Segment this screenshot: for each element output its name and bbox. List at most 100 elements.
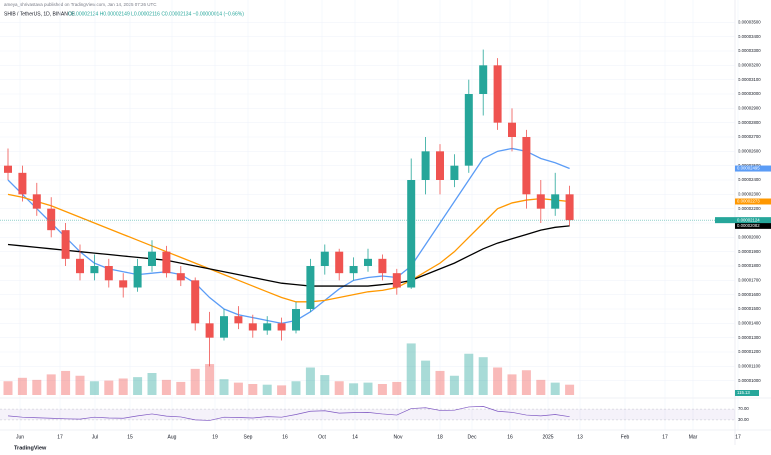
- volume-bar: [550, 382, 560, 395]
- volume-bar: [46, 374, 56, 395]
- candle-body: [162, 251, 171, 274]
- candle-body: [392, 273, 401, 288]
- candle-body: [565, 194, 574, 221]
- candle-body: [536, 194, 545, 209]
- candle-body: [522, 137, 531, 195]
- x-tick-label: Feb: [621, 434, 630, 440]
- volume-bar: [435, 370, 445, 395]
- volume-tag: 115.13: [737, 390, 750, 395]
- y-tick-label: 0.00002500: [738, 163, 761, 168]
- candle-body: [349, 266, 358, 274]
- x-tick-label: 19: [212, 434, 218, 440]
- ma-tag: 0.00002495: [737, 166, 760, 171]
- x-tick-label: Aug: [168, 434, 177, 440]
- y-tick-label: 0.00001600: [738, 292, 761, 297]
- candle-body: [407, 180, 416, 288]
- volume-bar: [464, 353, 474, 395]
- ohlc: O0.00002124 H0.00002149 L0.00002116 C0.0…: [68, 11, 244, 17]
- candle-body: [133, 266, 142, 288]
- y-tick-label: 0.00003100: [738, 77, 761, 82]
- symbol: SHIB / TetherUS, 1D, BINANCE: [4, 11, 75, 17]
- rsi-tick-label: 30.00: [738, 417, 749, 422]
- candle-body: [205, 323, 214, 338]
- y-tick-label: 0.00003200: [738, 62, 761, 67]
- volume-bar: [493, 367, 503, 395]
- volume-bar: [133, 377, 143, 395]
- candle-body: [551, 194, 560, 209]
- x-tick-label: 13: [577, 434, 583, 440]
- candle-body: [508, 122, 516, 137]
- volume-bar: [89, 381, 99, 395]
- price-tag: 0.00002124: [737, 217, 760, 222]
- rsi-line: [7, 406, 570, 421]
- candle-body: [32, 194, 41, 209]
- x-tick-label: 16: [507, 434, 513, 440]
- x-tick-label: Mar: [689, 434, 698, 440]
- volume-bar: [161, 379, 171, 395]
- y-tick-label: 0.00001900: [738, 249, 761, 254]
- volume-bar: [363, 382, 373, 395]
- volume-bar: [205, 364, 215, 395]
- ma-tag: 0.00002273: [737, 199, 760, 204]
- volume-bar: [75, 375, 85, 395]
- candle-body: [176, 273, 185, 281]
- candle-body: [18, 172, 27, 195]
- candle-body: [76, 258, 84, 274]
- x-tick-label: Dec: [468, 434, 477, 440]
- y-tick-label: 0.00002600: [738, 148, 761, 153]
- x-tick-label: 14: [352, 434, 358, 440]
- candle-body: [263, 323, 272, 331]
- volume-bar: [104, 380, 114, 395]
- x-tick-label: 16: [282, 434, 288, 440]
- price-tag-box: [715, 217, 771, 224]
- x-tick-label: 17: [735, 434, 741, 440]
- x-tick-label: 17: [662, 434, 668, 440]
- ma-tag-box: [735, 222, 771, 229]
- volume-bar: [320, 375, 330, 395]
- x-tick-label: Jun: [16, 434, 24, 440]
- x-tick-label: 15: [127, 434, 133, 440]
- volume-bar: [406, 343, 416, 395]
- y-tick-label: 0.00003300: [738, 48, 761, 53]
- candle-body: [306, 266, 315, 309]
- rsi-band: [0, 409, 735, 420]
- volume-bar: [277, 385, 287, 395]
- volume-bar: [190, 368, 200, 395]
- ma-tag: 0.00002082: [737, 223, 760, 228]
- y-tick-label: 0.00002900: [738, 105, 761, 110]
- volume-bar: [291, 381, 301, 395]
- x-tick-label: 18: [437, 434, 443, 440]
- candle-body: [104, 266, 113, 281]
- candle-body: [47, 208, 56, 231]
- volume-bar: [536, 379, 546, 395]
- y-tick-label: 0.00001000: [738, 378, 761, 383]
- x-tick-label: 17: [57, 434, 63, 440]
- x-tick-label: Jul: [92, 434, 98, 440]
- y-tick-label: 0.00003400: [738, 34, 761, 39]
- y-tick-label: 0.00001300: [738, 335, 761, 340]
- candle-body: [493, 65, 502, 123]
- y-tick-label: 0.00001800: [738, 263, 761, 268]
- candle-body: [320, 251, 329, 266]
- candle-body: [4, 165, 12, 173]
- y-tick-label: 0.00002000: [738, 234, 761, 239]
- y-tick-label: 0.00001400: [738, 320, 761, 325]
- ma-tag-box: [735, 165, 771, 172]
- volume-bar: [17, 377, 27, 395]
- candle-body: [61, 230, 70, 259]
- candle-body: [479, 65, 488, 94]
- volume-bar: [233, 382, 243, 395]
- moving-average: [7, 225, 570, 287]
- candle-body: [436, 151, 444, 180]
- candle-body: [335, 251, 344, 274]
- x-tick-label: 2025: [542, 434, 553, 440]
- volume-bar: [565, 384, 575, 395]
- candle-body: [421, 151, 430, 180]
- candle-body: [464, 94, 473, 166]
- y-tick-label: 0.00003000: [738, 91, 761, 96]
- rsi-tick-label: 70.00: [738, 406, 749, 411]
- volume-bar: [147, 373, 157, 395]
- y-tick-label: 0.00002800: [738, 120, 761, 125]
